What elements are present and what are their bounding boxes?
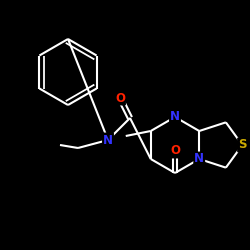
Text: N: N bbox=[170, 110, 180, 124]
Text: N: N bbox=[194, 152, 204, 166]
Text: N: N bbox=[103, 134, 113, 146]
Text: O: O bbox=[170, 144, 180, 158]
Text: O: O bbox=[115, 92, 125, 104]
Text: S: S bbox=[238, 138, 246, 151]
